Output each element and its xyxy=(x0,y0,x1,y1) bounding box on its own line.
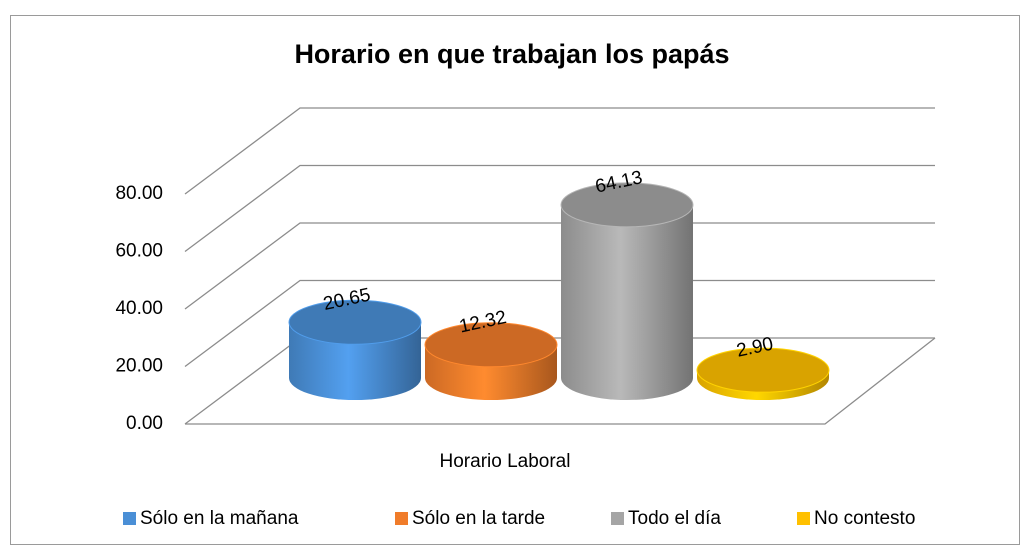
x-tick-label: Horario Laboral xyxy=(440,451,571,472)
legend-swatch xyxy=(797,512,810,525)
chart-title: Horario en que trabajan los papás xyxy=(294,39,729,69)
y-tick-label: 20.00 xyxy=(115,356,163,377)
grid-line xyxy=(184,222,935,310)
legend-label: No contesto xyxy=(814,508,915,529)
cylinder-top xyxy=(696,347,830,393)
legend-label: Sólo en la tarde xyxy=(412,508,545,529)
y-tick-label: 40.00 xyxy=(115,298,163,319)
legend-label: Sólo en la mañana xyxy=(140,508,299,529)
legend-swatch xyxy=(611,512,624,525)
grid-line xyxy=(184,279,935,368)
legend-swatch xyxy=(123,512,136,525)
y-tick-label: 60.00 xyxy=(115,241,163,262)
cylinder-top xyxy=(288,299,422,345)
floor-edge xyxy=(185,337,936,425)
cylinder-top xyxy=(560,182,694,228)
cylinder-body xyxy=(561,204,693,400)
y-tick-label: 0.00 xyxy=(126,413,163,434)
grid-line xyxy=(184,107,935,195)
grid-line xyxy=(184,164,935,253)
legend-label: Todo el día xyxy=(628,508,721,529)
y-tick-label: 80.00 xyxy=(115,183,163,204)
cylinder-top xyxy=(424,322,558,368)
legend-swatch xyxy=(395,512,408,525)
